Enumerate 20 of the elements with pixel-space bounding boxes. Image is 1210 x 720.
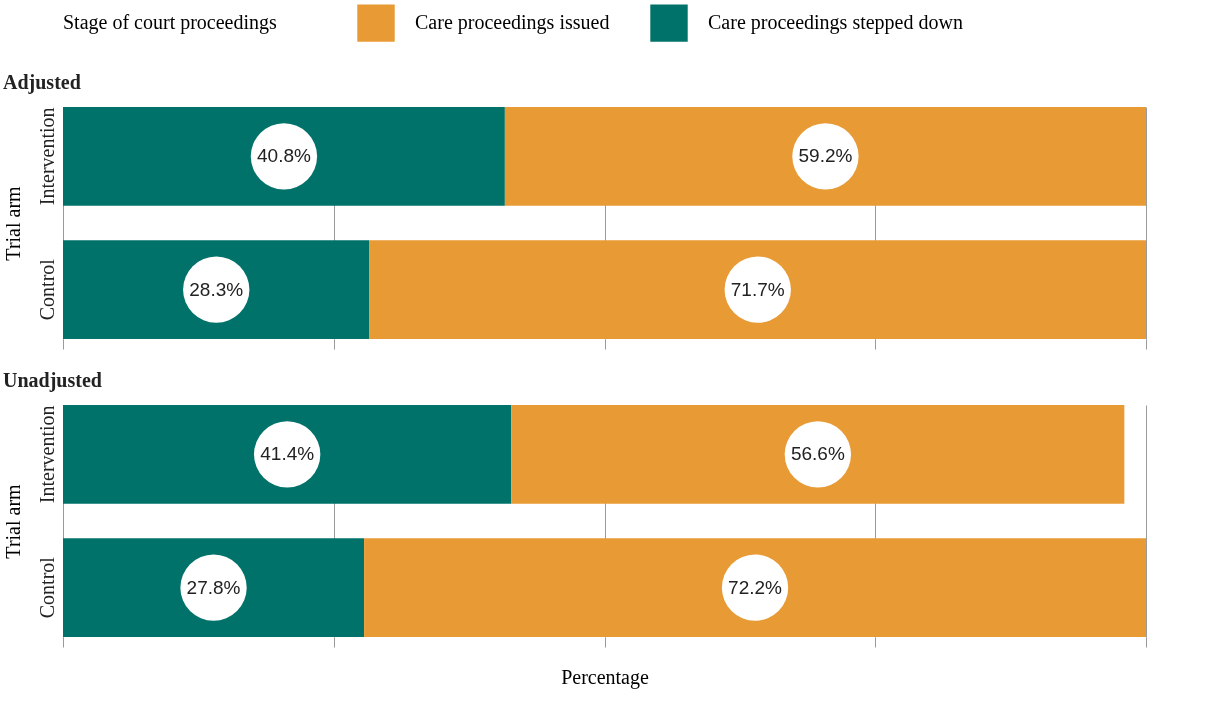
x-axis-title: Percentage [561, 666, 649, 689]
y-axis-title: Trial arm [1, 483, 24, 559]
y-tick-label: Control [35, 258, 58, 321]
y-tick-label: Control [35, 556, 58, 619]
chart-title: Unadjusted [3, 368, 102, 392]
data-label: 71.7% [730, 278, 785, 300]
data-label: 27.8% [186, 576, 241, 598]
data-label: 40.8% [256, 145, 311, 167]
legend-label: Care proceedings issued [415, 11, 610, 35]
legend-title: Stage of court proceedings [63, 11, 278, 34]
data-label: 41.4% [260, 443, 315, 465]
data-label: 72.2% [728, 576, 783, 598]
legend-label: Care proceedings stepped down [708, 11, 963, 35]
data-label: 59.2% [798, 145, 853, 167]
data-label: 56.6% [790, 443, 845, 465]
y-tick-label: Intervention [35, 405, 58, 504]
y-tick-label: Intervention [35, 107, 58, 206]
chart-title: Adjusted [3, 70, 81, 94]
data-label: 28.3% [189, 278, 244, 300]
y-axis-title: Trial arm [1, 185, 24, 261]
